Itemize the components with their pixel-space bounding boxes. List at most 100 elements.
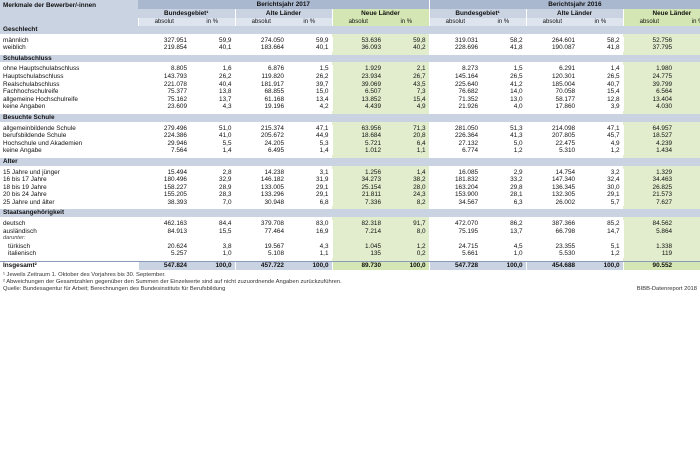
cell-absolut: 17.860	[525, 103, 579, 111]
cell-absolut: 221.078	[137, 80, 190, 89]
cell-percent: 1,5	[675, 242, 700, 251]
source-note: Quelle: Bundesagentur für Arbeit; Berech…	[3, 286, 226, 293]
cell-absolut: 75.377	[137, 88, 190, 96]
row-label: italienisch	[0, 250, 138, 259]
cell-percent: 100,0	[481, 261, 527, 270]
cell-percent: 85,2	[607, 220, 620, 228]
cell-absolut: 5.864	[622, 227, 676, 236]
cell-percent: 31,9	[316, 176, 329, 184]
cell-absolut: 23.609	[137, 103, 190, 111]
cell-absolut: 21.811	[331, 191, 384, 199]
cell-percent: 1,0	[513, 250, 523, 258]
row-label: Fachhochschulreife	[0, 88, 138, 96]
cell-absolut: 158.227	[137, 183, 190, 192]
cell-absolut: 1.929	[331, 65, 384, 73]
cell-percent: 5,5	[222, 139, 232, 147]
cell-absolut: 38.393	[137, 198, 190, 207]
cell-absolut: 66.798	[525, 227, 579, 236]
cell-percent: 100,0	[190, 261, 235, 270]
cell-absolut: 5.530	[525, 250, 579, 259]
row-label: deutsch	[0, 220, 138, 228]
cell-absolut: 133.296	[234, 191, 287, 199]
cell-absolut: 53.636	[331, 36, 384, 45]
cell-absolut: 5.108	[234, 250, 287, 259]
table-row: 18 bis 19 Jahre 158.227 28,9 133.005 29,1 25.…	[0, 183, 700, 192]
cell-percent: 14,8	[675, 95, 700, 104]
cell-percent: 14,0	[510, 88, 523, 96]
cell-absolut: 214.098	[525, 124, 579, 133]
cell-percent: 1,6	[222, 65, 232, 73]
unit-percent: in %	[384, 18, 430, 26]
cell-percent: 2,2	[675, 65, 700, 73]
cell-percent: 28,9	[219, 183, 232, 191]
row-label: türkisch	[0, 242, 138, 251]
unit-percent: in %	[190, 18, 235, 26]
col-bundesgebiet-2017: Bundesgebiet¹	[138, 9, 235, 18]
cell-percent: 5,0	[513, 139, 523, 147]
cell-absolut: 34.273	[331, 176, 384, 184]
cell-percent: 28,3	[219, 191, 232, 199]
cell-percent: 41,0	[219, 132, 232, 140]
cell-percent: 7,3	[384, 88, 430, 96]
cell-absolut: 30.948	[234, 198, 287, 207]
cell-percent: 29,1	[316, 191, 329, 199]
cell-absolut: 21.926	[428, 103, 482, 111]
cell-absolut: 4.239	[622, 139, 676, 148]
cell-percent: 59,9	[219, 36, 232, 44]
table-row: 25 Jahre und älter 38.393 7,0 30.948 6,8 7.33…	[0, 198, 700, 207]
cell-percent	[384, 235, 430, 243]
unit-absolut: absolut	[622, 18, 676, 26]
cell-percent: 8,4	[675, 198, 700, 207]
unit-absolut: absolut	[137, 18, 190, 26]
cell-percent: 6,3	[513, 198, 523, 206]
cell-absolut: 274.050	[234, 36, 287, 45]
cell-percent: 41,2	[510, 80, 523, 88]
unit-percent: in %	[481, 18, 527, 26]
unit-absolut: absolut	[428, 18, 482, 26]
cell-absolut: 24.205	[234, 139, 287, 148]
cell-absolut: 39.799	[622, 80, 676, 89]
table-row: italienisch 5.257 1,0 5.108 1,1 135 0,2 5.661 1,…	[0, 250, 700, 259]
cell-absolut: 185.004	[525, 80, 579, 89]
section-title: Alter	[0, 157, 700, 166]
cell-percent: 20,5	[675, 132, 700, 140]
credit-note: BIBB-Datenreport 2018	[636, 286, 697, 293]
cell-percent: 4,9	[384, 103, 430, 111]
cell-percent: 1,2	[675, 147, 700, 155]
row-label: männlich	[0, 36, 138, 45]
cell-percent: 100,0	[578, 261, 624, 270]
cell-absolut: 4.439	[331, 103, 384, 111]
cell-absolut: 279.496	[137, 124, 190, 133]
cell-absolut: 180.496	[137, 176, 190, 184]
cell-absolut: 190.087	[525, 44, 579, 52]
cell-percent: 71,7	[675, 124, 700, 133]
cell-absolut	[525, 235, 579, 243]
cell-absolut: 281.050	[428, 124, 482, 133]
cell-absolut: 5.721	[331, 139, 384, 148]
table-row: Hauptschulabschluss 143.793 26,2 119.820 26,…	[0, 72, 700, 81]
unit-absolut: absolut	[234, 18, 287, 26]
row-label: allgemeine Hochschulreife	[0, 95, 138, 104]
cell-absolut: 143.793	[137, 72, 190, 81]
table-row: weiblich 219.854 40,1 183.664 40,1 36.093 40,2…	[0, 44, 700, 52]
table-row: berufsbildende Schule 224.386 41,0 205.672 4…	[0, 132, 700, 140]
row-label: 18 bis 19 Jahre	[0, 183, 138, 192]
cell-percent: 6,4	[384, 139, 430, 148]
cell-absolut: 16.085	[428, 168, 482, 177]
cell-percent: 29,1	[316, 183, 329, 191]
cell-percent: 27,4	[675, 72, 700, 81]
cell-percent: 15,4	[384, 95, 430, 104]
row-label: 20 bis 24 Jahre	[0, 191, 138, 199]
cell-absolut: 19.196	[234, 103, 287, 111]
cell-percent: 8,0	[384, 227, 430, 236]
cell-absolut: 205.672	[234, 132, 287, 140]
table-row: allgemeinbildende Schule 279.496 51,0 215.3…	[0, 124, 700, 133]
row-label: keine Angabe	[0, 147, 138, 155]
cell-percent: 1,4	[319, 147, 329, 155]
cell-percent: 83,0	[316, 220, 329, 228]
row-label: Hauptschulabschluss	[0, 72, 138, 81]
cell-percent: 59,8	[384, 36, 430, 45]
merkmal-header: Merkmale der Bewerber/-innen	[0, 0, 138, 26]
cell-absolut: 5.661	[428, 250, 482, 259]
cell-percent: 41,7	[675, 44, 700, 52]
